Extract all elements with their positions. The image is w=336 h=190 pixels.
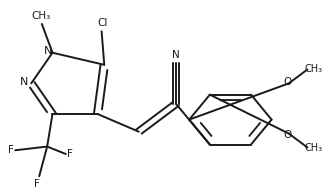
Text: CH₃: CH₃ bbox=[31, 11, 50, 21]
Text: F: F bbox=[8, 145, 13, 155]
Text: CH₃: CH₃ bbox=[305, 63, 323, 74]
Text: N: N bbox=[172, 50, 180, 60]
Text: N: N bbox=[44, 46, 53, 56]
Text: F: F bbox=[34, 179, 40, 189]
Text: N: N bbox=[19, 78, 28, 87]
Text: CH₃: CH₃ bbox=[305, 143, 323, 153]
Text: O: O bbox=[283, 130, 292, 140]
Text: O: O bbox=[283, 77, 292, 86]
Text: Cl: Cl bbox=[98, 18, 108, 28]
Text: F: F bbox=[67, 149, 73, 159]
